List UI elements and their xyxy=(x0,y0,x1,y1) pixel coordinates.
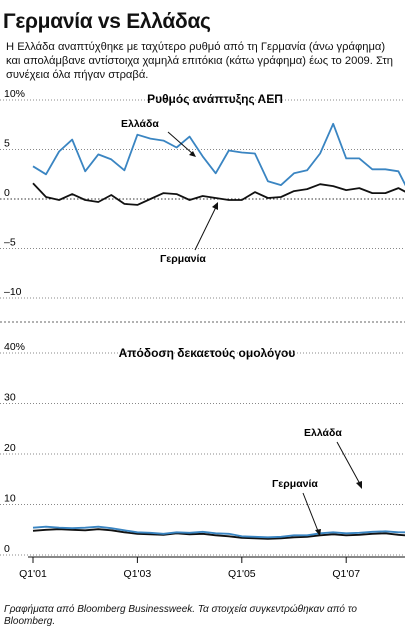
gdp-y-ticks: 10% 5 0 –5 –10 xyxy=(4,88,25,298)
bond-x-tick-label: Q1'05 xyxy=(228,568,256,580)
bond-y-tick-label: 30 xyxy=(4,392,16,404)
bond-line-germany xyxy=(32,528,405,540)
bond-x-tick-label: Q1'03 xyxy=(124,568,152,580)
bond-x-tick-label: Q1'07 xyxy=(332,568,360,580)
bond-x-tick-label: Q1'01 xyxy=(19,568,47,580)
bond-y-tick-label: 10 xyxy=(4,493,16,505)
gdp-pointer-germany xyxy=(194,206,217,251)
gdp-label-germany: Γερμανία xyxy=(160,253,206,265)
gdp-annotation-greece: Ελλάδα xyxy=(121,118,196,157)
bond-arrowhead-greece xyxy=(356,481,362,489)
gdp-pointer-greece xyxy=(167,131,194,155)
bond-pointer-greece xyxy=(336,441,361,485)
bond-series xyxy=(32,525,405,540)
gdp-label-greece: Ελλάδα xyxy=(121,118,159,130)
bond-annotation-greece: Ελλάδα xyxy=(304,427,362,489)
gdp-y-tick-label: –5 xyxy=(4,237,16,249)
gdp-y-tick-label: 0 xyxy=(4,187,10,199)
gdp-annotation-germany: Γερμανία xyxy=(160,202,218,265)
bond-label-greece: Ελλάδα xyxy=(304,427,342,439)
gdp-y-tick-label: 10% xyxy=(4,88,25,100)
page-title: Γερμανία vs Ελλάδας xyxy=(3,10,211,33)
bond-pointer-germany xyxy=(302,492,319,532)
gdp-chart: Ρυθμός ανάπτυξης ΑΕΠ 10% 5 0 –5 –10 Ελλάδα Γ… xyxy=(0,88,405,299)
gdp-y-tick-label: –10 xyxy=(4,286,22,298)
gdp-arrowhead-greece xyxy=(189,151,196,157)
gdp-arrowhead-germany xyxy=(212,202,218,210)
gdp-line-germany xyxy=(32,182,405,206)
chart-description: Η Ελλάδα αναπτύχθηκε με ταχύτερο ρυθμό α… xyxy=(6,41,394,81)
bond-y-ticks: 40% 30 20 10 0 xyxy=(4,341,25,555)
bond-line-greece xyxy=(32,525,405,539)
source-note: Γραφήματα από Bloomberg Businessweek. Τα… xyxy=(4,604,357,627)
bond-y-tick-label: 40% xyxy=(4,341,25,353)
gdp-line-greece xyxy=(32,122,405,187)
bond-y-tick-label: 0 xyxy=(4,543,10,555)
gdp-series xyxy=(32,122,405,206)
gdp-chart-title: Ρυθμός ανάπτυξης ΑΕΠ xyxy=(147,92,283,106)
bond-arrowhead-germany xyxy=(315,529,321,536)
gdp-y-tick-label: 5 xyxy=(4,138,10,150)
bond-gridlines xyxy=(0,352,405,556)
bond-y-tick-label: 20 xyxy=(4,442,16,454)
bond-annotation-germany: Γερμανία xyxy=(272,478,321,536)
gdp-gridlines xyxy=(0,99,405,299)
bond-label-germany: Γερμανία xyxy=(272,478,318,490)
